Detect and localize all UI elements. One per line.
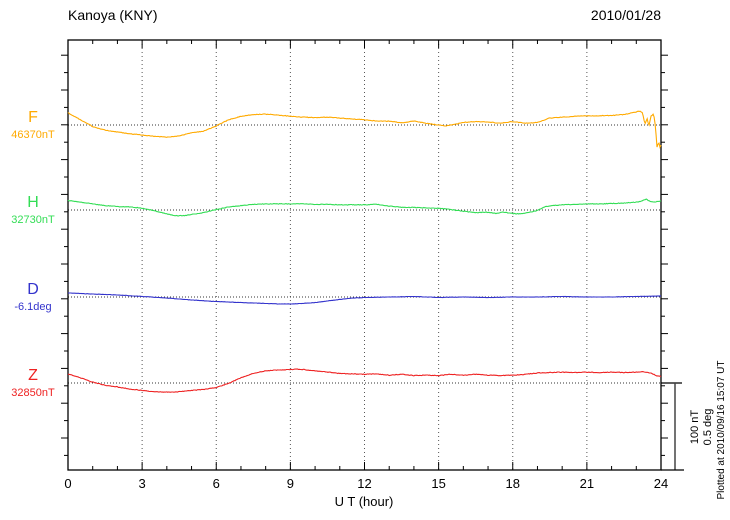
series-baseline-z: 32850nT	[11, 387, 55, 399]
series-letter-h: H	[27, 194, 39, 211]
series-legend-h: H 32730nT	[2, 193, 64, 227]
plotted-at-note: Plotted at 2010/09/16 15:07 UT	[716, 360, 727, 500]
series-letter-f: F	[28, 109, 38, 126]
series-baseline-d: -6.1deg	[14, 301, 52, 313]
x-tick-label: 21	[579, 476, 595, 491]
series-legend-d: D -6.1deg	[2, 280, 64, 314]
series-baseline-f: 46370nT	[11, 129, 55, 141]
trace-f	[67, 110, 662, 149]
x-tick-label: 15	[431, 476, 446, 491]
x-tick-label: 24	[653, 476, 669, 491]
plot-date: 2010/01/28	[590, 7, 661, 23]
series-legend-f: F 46370nT	[2, 108, 64, 142]
series-letter-z: Z	[28, 367, 38, 384]
x-tick-label: 6	[212, 476, 220, 491]
scale-bar-label: 100 nT 0.5 deg	[689, 382, 717, 472]
page-title: Kanoya (KNY)	[68, 7, 158, 23]
x-tick-label: 12	[357, 476, 372, 491]
scale-bar-deg: 0.5 deg	[702, 408, 714, 446]
x-tick-label: 9	[286, 476, 294, 491]
x-tick-label: 18	[505, 476, 520, 491]
x-axis-tick-labels: 0 3 6 9 12 15 18 21 24	[0, 476, 730, 491]
series-legend-z: Z 32850nT	[2, 366, 64, 400]
scale-bar-nt: 100 nT	[689, 409, 701, 445]
x-axis-title: U T (hour)	[334, 494, 394, 509]
trace-h	[67, 198, 662, 217]
series-baseline-h: 32730nT	[11, 214, 55, 226]
x-tick-label: 0	[64, 476, 72, 491]
x-tick-label: 3	[138, 476, 146, 491]
series-letter-d: D	[27, 281, 39, 298]
trace-d	[67, 292, 661, 305]
trace-z	[67, 368, 662, 393]
